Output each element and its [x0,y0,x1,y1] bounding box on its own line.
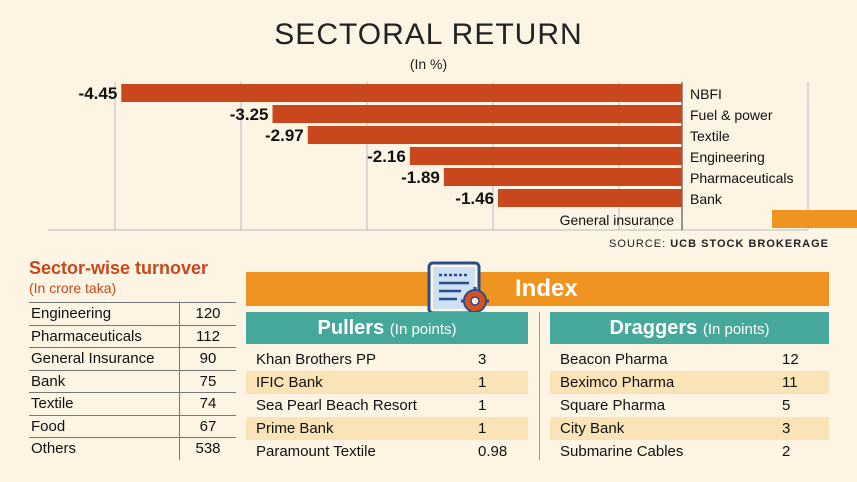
pullers-name: Prime Bank [256,420,334,437]
draggers-points: 3 [782,420,791,437]
bar [307,126,682,144]
draggers-name: Submarine Cables [560,443,684,460]
pullers-row: IFIC Bank 1 [246,371,528,394]
turnover-sector: General Insurance [29,347,180,371]
value-label: -3.25 [230,105,269,124]
turnover-value: 112 [179,325,236,348]
chart-subtitle: (In %) [409,56,448,72]
value-label: -4.45 [79,84,118,103]
draggers-row: Beximco Pharma 11 [550,371,829,394]
pullers-name: IFIC Bank [256,374,323,391]
turnover-sector: Bank [29,370,180,393]
pullers-points: 3 [478,351,487,368]
draggers-row: City Bank 3 [550,417,829,440]
turnover-row: Pharmaceuticals 112 [29,325,236,348]
turnover-sector: Textile [29,392,180,416]
bar [772,210,857,228]
value-label: -1.46 [455,189,494,208]
pullers-points: 1 [478,420,487,437]
draggers-name: City Bank [560,420,625,437]
turnover-sector: Pharmaceuticals [29,325,180,348]
pullers-name: Paramount Textile [256,443,376,460]
turnover-value: 538 [179,437,236,460]
turnover-row: Bank 75 [29,370,236,393]
turnover-value: 75 [179,370,236,393]
pullers-name: Khan Brothers PP [256,351,377,368]
bar [443,168,682,186]
sectoral-return-chart: -4.45 NBFI -3.25 Fuel & power -2.97 Textile -2… [48,82,857,231]
draggers-list: Beacon Pharma 12 Beximco Pharma 11 Square Ph… [550,348,829,463]
draggers-name: Square Pharma [560,397,666,414]
category-label: Textile [690,128,730,144]
column-divider [539,312,540,460]
pullers-row: Prime Bank 1 [246,417,528,440]
document-gear-icon [427,261,489,315]
turnover-value: 120 [179,302,236,326]
turnover-sector: Food [29,415,180,438]
draggers-points: 5 [782,397,791,414]
pullers-points: 1 [478,397,487,414]
pullers-header: Pullers (In points) [246,312,528,344]
bar [272,105,682,123]
draggers-row: Square Pharma 5 [550,394,829,417]
turnover-row: Engineering 120 [29,302,236,326]
turnover-subtitle: (In crore taka) [29,280,117,296]
value-label: -1.89 [401,168,440,187]
index-header-bar [246,272,829,306]
turnover-value: 74 [179,392,236,416]
value-label: -2.16 [367,147,406,166]
source-credit: SOURCE: UCB STOCK BROKERAGE [609,238,829,250]
turnover-row: Food 67 [29,415,236,438]
turnover-sector: Others [31,440,77,458]
category-label: Bank [690,191,723,207]
pullers-name: Sea Pearl Beach Resort [256,397,417,414]
turnover-title: Sector-wise turnover [29,258,209,278]
bar [409,147,682,165]
category-label: Engineering [690,149,765,165]
category-label: Pharmaceuticals [690,170,794,186]
pullers-row: Paramount Textile 0.98 [246,440,528,463]
draggers-points: 2 [782,443,791,460]
turnover-sector: Engineering [29,302,180,326]
turnover-value: 90 [179,347,236,371]
pullers-points: 0.98 [478,443,508,460]
draggers-name: Beximco Pharma [560,374,675,391]
turnover-value: 67 [179,415,236,438]
bar [121,84,683,102]
draggers-row: Submarine Cables 2 [550,440,829,463]
draggers-name: Beacon Pharma [560,351,668,368]
chart-title: SECTORAL RETURN [274,18,583,51]
category-label: General insurance [560,212,675,228]
pullers-points: 1 [478,374,487,391]
draggers-row: Beacon Pharma 12 [550,348,829,371]
bar [498,189,682,207]
draggers-header: Draggers (In points) [550,312,829,344]
pullers-row: Sea Pearl Beach Resort 1 [246,394,528,417]
category-label: NBFI [690,86,722,102]
draggers-points: 11 [782,374,798,391]
value-label: -2.97 [265,126,304,145]
draggers-points: 12 [782,351,799,368]
turnover-row: General Insurance 90 [29,347,236,371]
turnover-table: Engineering 120 Pharmaceuticals 112 General … [29,302,236,460]
index-title: Index [515,275,578,302]
turnover-row: Textile 74 [29,392,236,416]
category-label: Fuel & power [690,107,773,123]
turnover-row: Others 538 [29,437,236,460]
pullers-row: Khan Brothers PP 3 [246,348,528,371]
pullers-list: Khan Brothers PP 3 IFIC Bank 1 Sea Pearl Bea… [246,348,528,463]
